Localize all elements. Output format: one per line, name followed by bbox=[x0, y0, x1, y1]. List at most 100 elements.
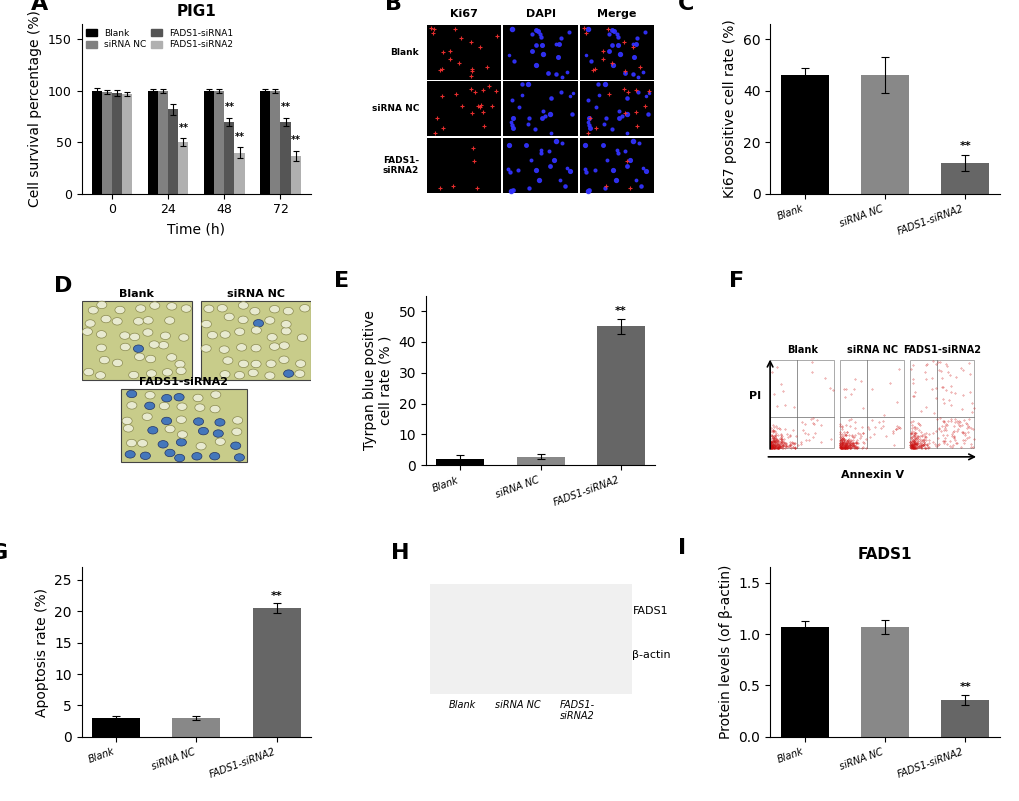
Text: FADS1-
siRNA2: FADS1- siRNA2 bbox=[382, 155, 419, 175]
Text: **: ** bbox=[178, 123, 189, 133]
Circle shape bbox=[236, 344, 247, 351]
Circle shape bbox=[101, 316, 111, 323]
Bar bbox=[148, 91, 158, 194]
Circle shape bbox=[123, 425, 133, 432]
Circle shape bbox=[296, 360, 306, 368]
Text: **: ** bbox=[958, 682, 970, 691]
Circle shape bbox=[278, 356, 288, 364]
Y-axis label: Apoptosis rate (%): Apoptosis rate (%) bbox=[35, 588, 49, 717]
Circle shape bbox=[193, 394, 203, 401]
Bar bbox=[92, 718, 140, 737]
Circle shape bbox=[178, 334, 189, 341]
Circle shape bbox=[176, 403, 186, 410]
Circle shape bbox=[165, 449, 175, 457]
Circle shape bbox=[165, 425, 175, 433]
Circle shape bbox=[96, 344, 106, 352]
Circle shape bbox=[238, 302, 249, 309]
Circle shape bbox=[215, 419, 225, 426]
Circle shape bbox=[128, 372, 139, 379]
Circle shape bbox=[230, 442, 240, 449]
Bar bbox=[580, 25, 653, 80]
Circle shape bbox=[283, 370, 293, 377]
Circle shape bbox=[210, 405, 220, 413]
Bar bbox=[253, 608, 301, 737]
Circle shape bbox=[141, 452, 150, 460]
Circle shape bbox=[222, 356, 232, 364]
Text: C: C bbox=[678, 0, 694, 14]
Circle shape bbox=[126, 439, 137, 447]
Circle shape bbox=[99, 356, 109, 364]
Circle shape bbox=[96, 372, 105, 379]
Text: **: ** bbox=[290, 135, 301, 146]
Circle shape bbox=[145, 402, 155, 409]
Circle shape bbox=[174, 454, 184, 461]
Circle shape bbox=[237, 316, 248, 324]
Circle shape bbox=[267, 333, 277, 341]
Circle shape bbox=[126, 401, 137, 409]
Circle shape bbox=[211, 391, 221, 398]
Text: B: B bbox=[384, 0, 401, 14]
Circle shape bbox=[112, 317, 122, 325]
Circle shape bbox=[281, 328, 291, 335]
Circle shape bbox=[161, 417, 171, 425]
Text: F: F bbox=[729, 271, 743, 291]
Text: PI: PI bbox=[748, 391, 760, 400]
Circle shape bbox=[166, 354, 176, 361]
Circle shape bbox=[220, 331, 230, 338]
Circle shape bbox=[181, 305, 192, 312]
Circle shape bbox=[129, 333, 140, 340]
Circle shape bbox=[159, 402, 169, 410]
Text: I: I bbox=[678, 537, 686, 557]
Text: **: ** bbox=[224, 103, 234, 112]
Text: FADS1-
siRNA2: FADS1- siRNA2 bbox=[559, 699, 594, 721]
Circle shape bbox=[112, 359, 122, 367]
Text: **: ** bbox=[234, 132, 245, 143]
Text: DAPI: DAPI bbox=[525, 9, 555, 19]
Circle shape bbox=[120, 344, 130, 351]
Circle shape bbox=[250, 308, 260, 315]
Text: **: ** bbox=[280, 103, 290, 112]
Text: G: G bbox=[0, 543, 8, 562]
Circle shape bbox=[176, 416, 186, 424]
Text: Annexin V: Annexin V bbox=[840, 470, 903, 481]
Circle shape bbox=[174, 360, 184, 368]
Circle shape bbox=[158, 341, 168, 349]
Circle shape bbox=[238, 360, 249, 368]
Circle shape bbox=[143, 328, 153, 336]
Circle shape bbox=[143, 316, 153, 324]
Bar bbox=[201, 300, 311, 380]
Circle shape bbox=[174, 393, 184, 401]
Circle shape bbox=[145, 392, 155, 399]
Bar bbox=[503, 82, 577, 136]
Bar bbox=[168, 110, 178, 194]
Circle shape bbox=[281, 320, 290, 328]
Circle shape bbox=[194, 418, 204, 425]
Circle shape bbox=[122, 417, 132, 425]
Circle shape bbox=[162, 394, 171, 402]
Circle shape bbox=[251, 327, 261, 334]
Bar bbox=[580, 138, 653, 193]
Text: **: ** bbox=[614, 306, 626, 316]
Bar bbox=[178, 143, 189, 194]
Circle shape bbox=[148, 427, 158, 434]
Bar bbox=[290, 155, 301, 194]
Circle shape bbox=[213, 430, 223, 437]
Text: H: H bbox=[391, 543, 410, 562]
Bar bbox=[580, 82, 653, 136]
Circle shape bbox=[133, 345, 144, 352]
Circle shape bbox=[162, 368, 172, 376]
Circle shape bbox=[176, 439, 186, 446]
Circle shape bbox=[279, 342, 289, 349]
Bar bbox=[840, 360, 904, 449]
Bar bbox=[430, 584, 632, 694]
Circle shape bbox=[254, 320, 263, 327]
Circle shape bbox=[147, 370, 156, 377]
Circle shape bbox=[158, 441, 168, 448]
Circle shape bbox=[177, 431, 187, 438]
Circle shape bbox=[220, 371, 230, 378]
Circle shape bbox=[201, 320, 211, 328]
Text: siRNA NC: siRNA NC bbox=[371, 104, 419, 114]
Bar bbox=[120, 389, 247, 462]
Bar bbox=[780, 627, 827, 737]
Circle shape bbox=[195, 404, 205, 412]
